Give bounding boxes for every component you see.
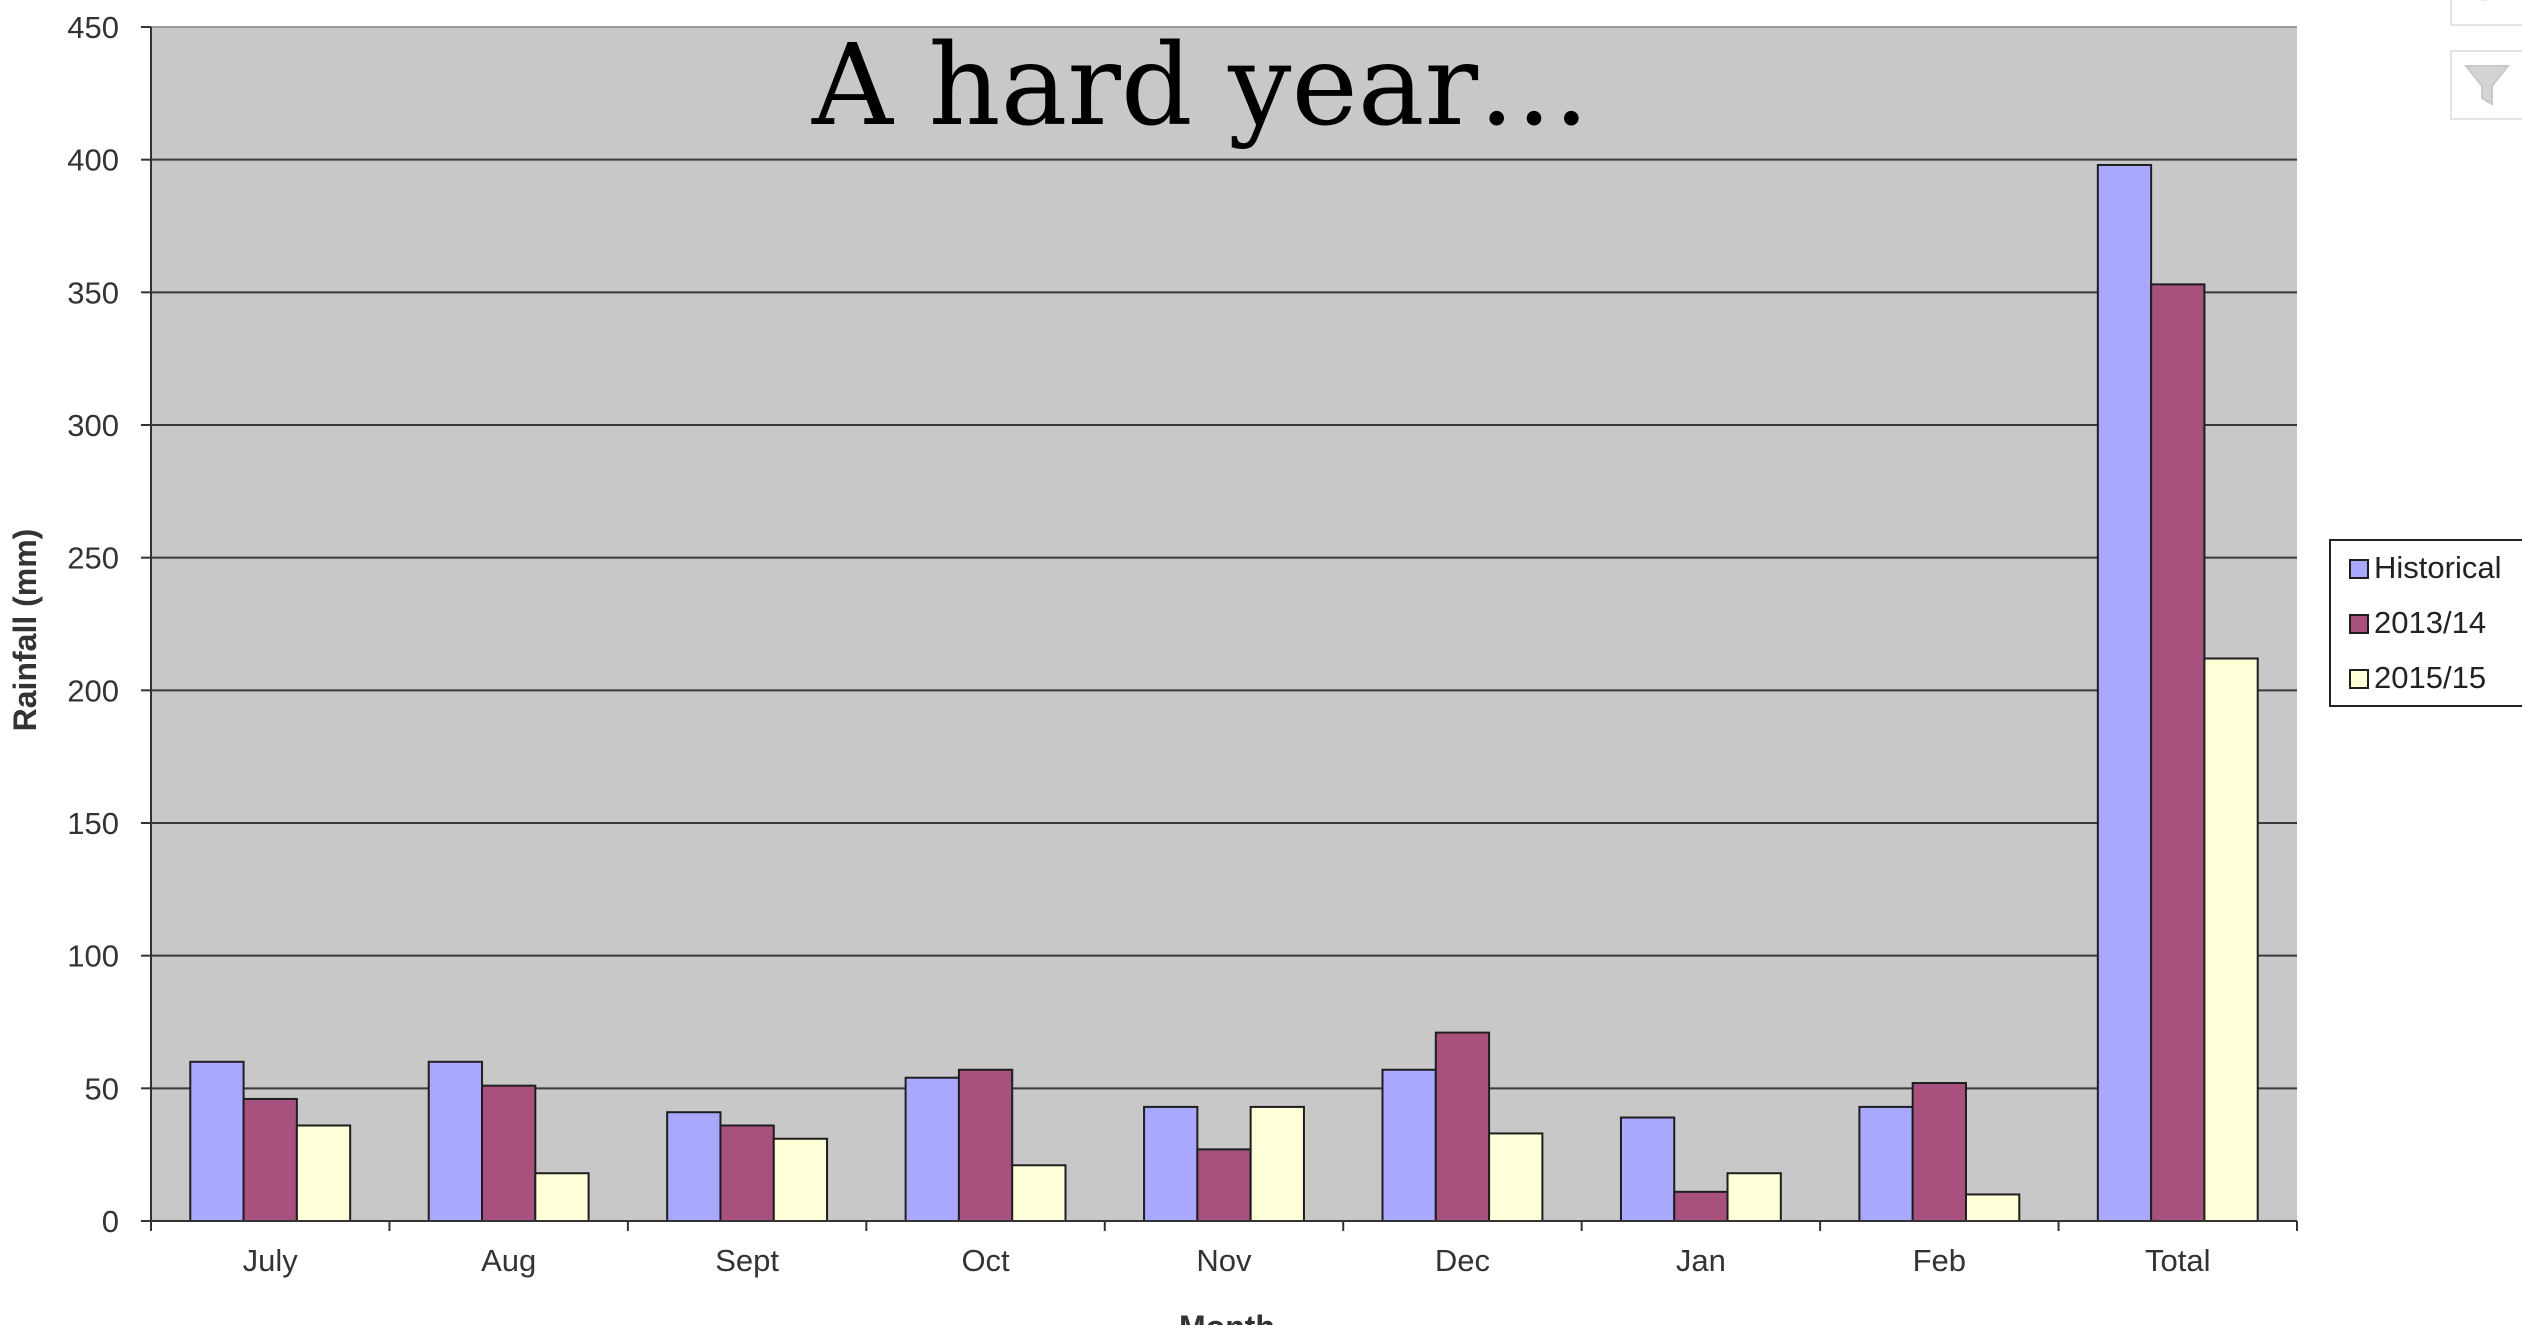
legend-label: 2015/15 (2374, 660, 2486, 695)
bar-historical-nov (1143, 1105, 1199, 1222)
bar-2015-15-nov (1249, 1105, 1305, 1222)
y-tick-label: 100 (67, 939, 119, 974)
bar-2015-15-jan (1726, 1172, 1782, 1222)
bar-2015-15-sept (772, 1137, 829, 1223)
y-tick-label: 250 (67, 541, 119, 576)
bar-2013-14-nov (1196, 1148, 1252, 1222)
bar-2013-14-sept (719, 1124, 775, 1222)
x-tick-label: Dec (1435, 1243, 1490, 1278)
bar-historical-aug (427, 1060, 484, 1223)
bar-historical-jan (1619, 1116, 1676, 1223)
legend-swatch (2349, 614, 2369, 634)
legend-swatch (2349, 669, 2369, 689)
chart-filters-button[interactable] (2450, 50, 2522, 120)
y-tick-label: 200 (67, 673, 119, 708)
bar-2013-14-total (2150, 283, 2206, 1222)
bar-2015-15-feb (1964, 1193, 2021, 1223)
filter-icon (2463, 65, 2511, 106)
bar-2013-14-oct (957, 1068, 1014, 1223)
x-tick-label: Feb (1913, 1243, 1966, 1278)
chart-title: A hard year… (811, 21, 1590, 151)
x-axis-title: Month (1179, 1309, 1275, 1325)
plot-background (151, 27, 2297, 1221)
bars (189, 163, 2259, 1223)
y-tick-label: 350 (67, 275, 119, 310)
x-tick-label: Jan (1676, 1243, 1726, 1278)
chart-styles-button[interactable] (2450, 0, 2522, 26)
x-tick-label: Oct (961, 1243, 1010, 1278)
y-tick-label: 300 (67, 408, 119, 443)
bar-historical-july (189, 1060, 245, 1223)
plot-area (151, 26, 2297, 1221)
bar-2013-14-feb (1911, 1082, 1967, 1222)
legend-label: 2013/14 (2374, 605, 2486, 640)
x-tick-label: Sept (715, 1243, 779, 1278)
bar-2013-14-dec (1434, 1031, 1491, 1222)
y-tick-label: 0 (102, 1204, 119, 1239)
bar-2015-15-july (295, 1124, 352, 1222)
x-tick-label: Aug (481, 1243, 536, 1278)
y-tick-label: 150 (67, 806, 119, 841)
x-tick-label: July (243, 1243, 299, 1278)
bar-2013-14-jan (1673, 1190, 1729, 1223)
bar-2015-15-total (2203, 657, 2259, 1222)
bar-historical-sept (666, 1111, 722, 1223)
legend-swatch (2349, 559, 2369, 579)
y-tick-label: 400 (67, 143, 119, 178)
bar-2015-15-dec (1488, 1132, 1544, 1222)
axes: 0 50 100 150 200 250 300 350 400 450 July Aug Sept Oc… (67, 10, 2298, 1278)
brush-icon (2479, 0, 2488, 1)
y-tick-label: 50 (85, 1071, 119, 1106)
y-tick-label: 450 (67, 10, 119, 45)
legend-label: Historical (2374, 550, 2501, 585)
bar-2015-15-aug (534, 1172, 590, 1222)
legend: Historical 2013/14 2015/15 (2329, 539, 2522, 707)
bar-2015-15-oct (1011, 1164, 1067, 1223)
bar-historical-total (2096, 163, 2153, 1222)
bar-historical-dec (1381, 1068, 1437, 1223)
bar-2013-14-july (242, 1097, 298, 1222)
x-tick-label: Total (2145, 1243, 2210, 1278)
bar-historical-oct (904, 1076, 960, 1222)
x-tick-label: Nov (1196, 1243, 1252, 1278)
bar-2013-14-aug (481, 1084, 537, 1223)
bar-historical-feb (1858, 1105, 1914, 1222)
y-axis-title: Rainfall (mm) (7, 529, 43, 732)
